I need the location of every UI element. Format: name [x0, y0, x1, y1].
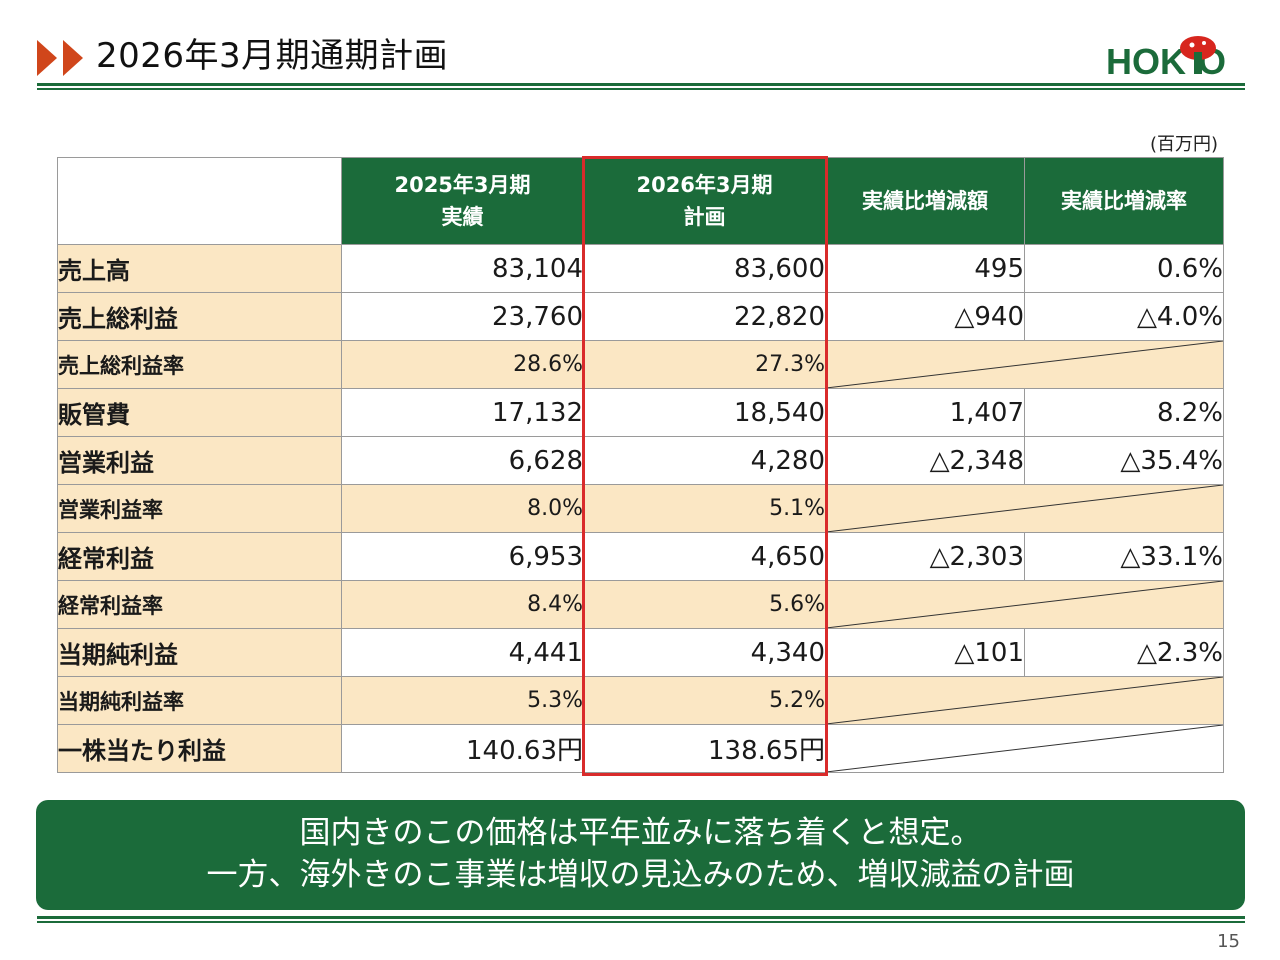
svg-text:HOK: HOK: [1106, 41, 1186, 80]
cell-fy2025: 83,104: [341, 244, 584, 293]
cell-fy2025: 8.4%: [341, 580, 584, 629]
footer-rule-thin: [37, 921, 1245, 923]
diagonal-blank-cell: [825, 676, 1224, 725]
cell-rate: △4.0%: [1024, 292, 1224, 341]
diagonal-blank-cell: [825, 484, 1224, 533]
header-rule: [37, 83, 1245, 86]
cell-diff: △2,303: [825, 532, 1025, 581]
row-label: 営業利益: [57, 436, 342, 485]
cell-fy2026: 5.6%: [583, 580, 826, 629]
table-row-sub: 売上総利益率 28.6% 27.3%: [57, 340, 1224, 389]
cell-rate: △35.4%: [1024, 436, 1224, 485]
cell-fy2025: 140.63円: [341, 724, 584, 773]
title-arrows-icon: [37, 40, 83, 76]
table-row: 当期純利益 4,441 4,340 △101 △2.3%: [57, 628, 1224, 677]
table-row-sub: 経常利益率 8.4% 5.6%: [57, 580, 1224, 629]
cell-rate: △2.3%: [1024, 628, 1224, 677]
table-row: 販管費 17,132 18,540 1,407 8.2%: [57, 388, 1224, 437]
cell-fy2025: 6,628: [341, 436, 584, 485]
row-label: 売上高: [57, 244, 342, 293]
row-label: 売上総利益: [57, 292, 342, 341]
plan-table: 2025年3月期 実績 2026年3月期 計画 実績比増減額 実績比増減率 売上高 …: [57, 157, 1224, 773]
diagonal-blank-cell: [825, 724, 1224, 773]
table-row-sub: 当期純利益率 5.3% 5.2%: [57, 676, 1224, 725]
row-label: 当期純利益: [57, 628, 342, 677]
cell-diff: △940: [825, 292, 1025, 341]
cell-diff: 1,407: [825, 388, 1025, 437]
cell-diff: 495: [825, 244, 1025, 293]
cell-fy2025: 23,760: [341, 292, 584, 341]
table-row: 売上高 83,104 83,600 495 0.6%: [57, 244, 1224, 293]
cell-diff: △2,348: [825, 436, 1025, 485]
cell-fy2026: 4,650: [583, 532, 826, 581]
cell-fy2026: 18,540: [583, 388, 826, 437]
row-label: 営業利益率: [57, 484, 342, 533]
row-label: 一株当たり利益: [57, 724, 342, 773]
table-row: 一株当たり利益 140.63円 138.65円: [57, 724, 1224, 773]
cell-fy2026: 138.65円: [583, 724, 826, 773]
diagonal-blank-cell: [825, 340, 1224, 389]
row-label: 経常利益: [57, 532, 342, 581]
row-label: 当期純利益率: [57, 676, 342, 725]
cell-fy2026: 4,280: [583, 436, 826, 485]
header-rule-thin: [37, 88, 1245, 90]
col-header-fy2025: 2025年3月期 実績: [341, 157, 584, 245]
cell-fy2025: 4,441: [341, 628, 584, 677]
cell-fy2026: 22,820: [583, 292, 826, 341]
unit-note: (百万円): [1149, 134, 1218, 155]
cell-fy2026: 27.3%: [583, 340, 826, 389]
summary-line-1: 国内きのこの価格は平年並みに落ち着くと想定。: [299, 815, 982, 851]
cell-rate: 8.2%: [1024, 388, 1224, 437]
cell-fy2025: 6,953: [341, 532, 584, 581]
diagonal-blank-cell: [825, 580, 1224, 629]
footer-rule: [37, 916, 1245, 919]
table-row-sub: 営業利益率 8.0% 5.1%: [57, 484, 1224, 533]
cell-fy2025: 28.6%: [341, 340, 584, 389]
cell-fy2025: 5.3%: [341, 676, 584, 725]
table-row: 営業利益 6,628 4,280 △2,348 △35.4%: [57, 436, 1224, 485]
row-label: 売上総利益率: [57, 340, 342, 389]
summary-banner: 国内きのこの価格は平年並みに落ち着くと想定。 一方、海外きのこ事業は増収の見込み…: [36, 800, 1245, 910]
summary-line-2: 一方、海外きのこ事業は増収の見込みのため、増収減益の計画: [206, 857, 1075, 893]
cell-rate: 0.6%: [1024, 244, 1224, 293]
page-number: 15: [1217, 931, 1240, 952]
col-header-diff: 実績比増減額: [825, 157, 1025, 245]
cell-fy2025: 8.0%: [341, 484, 584, 533]
cell-fy2026: 5.1%: [583, 484, 826, 533]
cell-diff: △101: [825, 628, 1025, 677]
cell-fy2026: 83,600: [583, 244, 826, 293]
col-header-rate: 実績比増減率: [1024, 157, 1224, 245]
col-header-fy2026: 2026年3月期 計画: [583, 157, 826, 245]
cell-fy2026: 5.2%: [583, 676, 826, 725]
row-label: 経常利益率: [57, 580, 342, 629]
cell-rate: △33.1%: [1024, 532, 1224, 581]
page-title: 2026年3月期通期計画: [96, 36, 449, 76]
row-label: 販管費: [57, 388, 342, 437]
hokto-logo: HOK O: [1106, 36, 1226, 80]
table-corner-cell: [57, 157, 342, 245]
table-row: 経常利益 6,953 4,650 △2,303 △33.1%: [57, 532, 1224, 581]
cell-fy2026: 4,340: [583, 628, 826, 677]
table-row: 売上総利益 23,760 22,820 △940 △4.0%: [57, 292, 1224, 341]
cell-fy2025: 17,132: [341, 388, 584, 437]
